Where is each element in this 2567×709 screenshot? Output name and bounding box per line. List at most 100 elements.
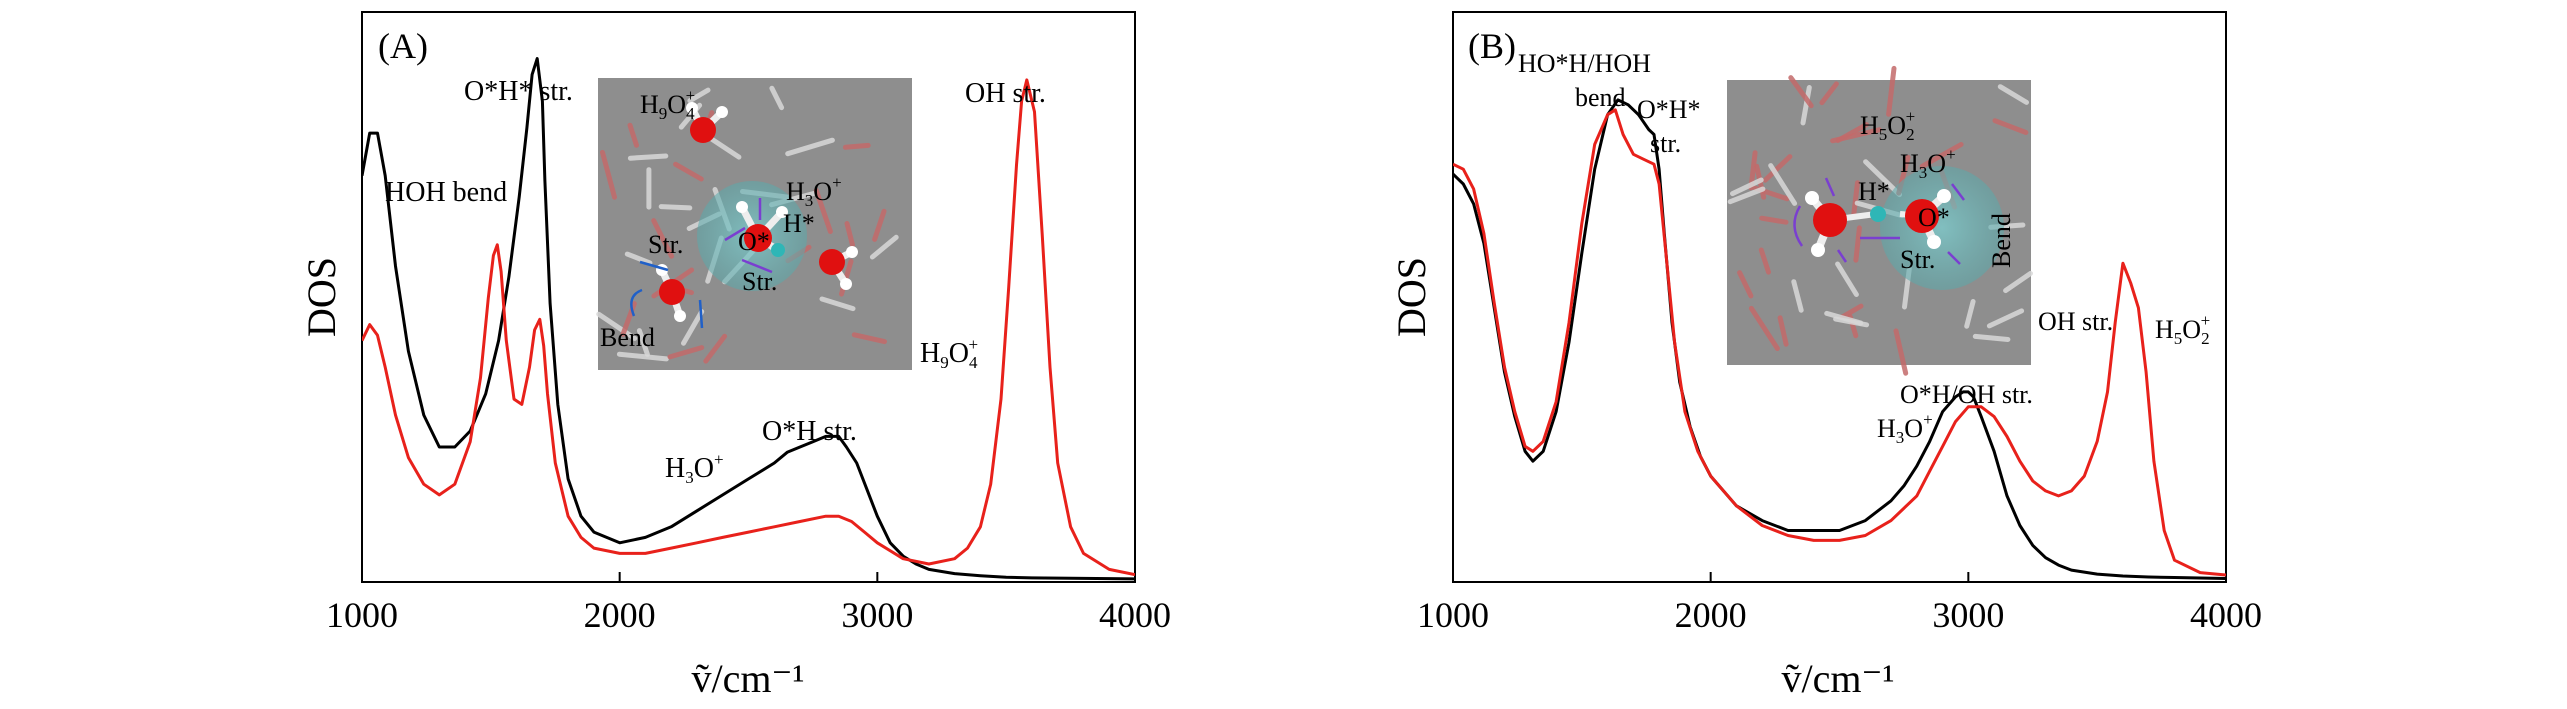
ann-b-bend: bend — [1575, 83, 1626, 112]
water-stick — [1997, 84, 2029, 105]
chem-sub-a1: 3 — [685, 468, 694, 487]
chem-plus-a1: + — [714, 450, 724, 469]
inset-a-h3o: H3O+ — [786, 173, 842, 210]
water-stick — [627, 122, 639, 148]
water-stick — [1835, 261, 1859, 297]
inset-a-ostar: O* — [738, 227, 770, 256]
inset-b-h3o-h: H — [1900, 149, 1919, 178]
water-stick — [851, 332, 887, 345]
water-stick — [1791, 279, 1804, 313]
chem-plus-b2: + — [2201, 311, 2211, 330]
water-stick — [616, 351, 669, 362]
water-stick — [600, 149, 617, 200]
chem-h-b2: H — [2155, 315, 2174, 344]
ann-b-ohstar: O*H* — [1637, 95, 1701, 124]
water-stick — [1758, 247, 1771, 275]
x-tick-label: 1000 — [1417, 595, 1489, 635]
water-stick — [624, 251, 653, 266]
chem-plus-b1: + — [1923, 410, 1933, 429]
series-line-red-b — [1453, 108, 2226, 577]
inset-b-h3o-n3: 3 — [1919, 163, 1928, 182]
water-stick — [1737, 270, 1754, 299]
inset-a-molecule-center — [736, 201, 788, 257]
inset-a-h9o4-o: O — [667, 90, 686, 119]
ann-a-h3o: H3O+ — [665, 450, 724, 487]
inset-a-h9o4-plus: + — [686, 86, 696, 105]
water-stick — [869, 234, 899, 260]
y-axis-title-b: DOS — [1389, 257, 1434, 337]
ann-a-h9o4: H9O4+ — [920, 335, 978, 372]
inset-b-h5o2-n5: 5 — [1879, 125, 1888, 144]
water-stick — [703, 333, 728, 364]
inset-b-h5o2-h: H — [1860, 111, 1879, 140]
chem-sub-a2: 9 — [940, 353, 949, 372]
inset-a-blue-arrows — [630, 260, 704, 329]
inset-a-h9o4: H9O4+ — [640, 86, 695, 123]
water-stick — [813, 188, 833, 234]
chem-sub-b3: 2 — [2201, 329, 2210, 348]
inset-b: H* Str. O* Bend H5O2+ H3O+ — [1727, 65, 2033, 376]
chem-o-b2: O — [2182, 315, 2201, 344]
x-tick-label: 2000 — [1675, 595, 1747, 635]
water-stick — [819, 296, 856, 312]
water-stick — [1768, 163, 1798, 206]
inset-a-h9o4-n9: 9 — [659, 104, 668, 123]
chem-o-a1: O — [694, 453, 714, 484]
ann-b-str: str. — [1650, 129, 1681, 158]
chem-h-a1: H — [665, 453, 685, 484]
water-stick — [769, 85, 785, 111]
panel-b: 1000 2000 3000 4000 (B) DOS ṽ/cm⁻¹ HO*H/HOH… — [1389, 11, 2262, 701]
inset-b-zundel-sphere — [1880, 166, 2004, 290]
inset-b-str: Str. — [1900, 245, 1935, 274]
chem-h-b1: H — [1877, 414, 1896, 443]
water-stick — [1748, 305, 1780, 351]
series-line-red-a — [362, 78, 1135, 577]
inset-a-str-2: Str. — [742, 267, 777, 296]
water-stick — [636, 328, 650, 357]
water-stick — [1777, 315, 1789, 347]
ann-b-oh-ohstr: O*H/OH str. — [1900, 380, 2033, 409]
water-stick — [1886, 65, 1897, 117]
water-stick — [1730, 177, 1764, 197]
series-group-b — [1453, 98, 2226, 580]
inset-a-str-1: Str. — [648, 230, 683, 259]
x-tick-label: 3000 — [1932, 595, 2004, 635]
water-stick — [1788, 75, 1814, 109]
inset-b-hstar-label: H* — [1858, 177, 1890, 206]
inset-a-h3o-n3: 3 — [805, 191, 814, 210]
chem-sub-a3: 4 — [969, 353, 978, 372]
inset-b-hstar-atom — [1870, 206, 1886, 222]
x-tick-label: 1000 — [326, 595, 398, 635]
chem-o-b1: O — [1904, 414, 1923, 443]
inset-a-bend: Bend — [600, 323, 655, 352]
ann-a-oh-str: OH str. — [965, 78, 1046, 109]
water-stick — [872, 208, 887, 242]
inset-b-zundel-left — [1805, 191, 1877, 257]
water-stick — [1992, 118, 2029, 135]
x-tick-label: 3000 — [841, 595, 913, 635]
plot-frame-b — [1452, 11, 2227, 583]
water-stick — [1819, 81, 1839, 106]
inset-b-bend: Bend — [1987, 213, 2016, 268]
ann-a-hoh-bend: HOH bend — [385, 177, 507, 208]
inset-b-ostar: O* — [1918, 203, 1950, 232]
water-stick — [596, 311, 638, 341]
inset-b-h5o2-n2: 2 — [1906, 125, 1915, 144]
water-stick — [1800, 85, 1812, 126]
chem-o-a2: O — [949, 338, 969, 369]
water-stick — [1964, 299, 1976, 329]
panel-a: 1000 2000 3000 4000 (A) DOS ṽ/cm⁻¹ O*H* str… — [299, 11, 1171, 701]
series-group-a — [362, 57, 1135, 581]
water-stick — [1850, 180, 1860, 221]
x-tick-label: 2000 — [584, 595, 656, 635]
water-stick — [1839, 303, 1864, 320]
plot-frame-a — [361, 11, 1136, 583]
x-axis-title-a: ṽ/cm⁻¹ — [691, 656, 804, 701]
chem-plus-a2: + — [968, 335, 978, 354]
ann-a-oh-str-h3o: O*H str. — [762, 416, 857, 447]
inset-a-h9o4-h: H — [640, 90, 659, 119]
ann-b-hoh: HO*H/HOH — [1518, 49, 1651, 78]
series-line-black-a — [362, 57, 1135, 581]
panel-label-b: (B) — [1468, 26, 1516, 66]
